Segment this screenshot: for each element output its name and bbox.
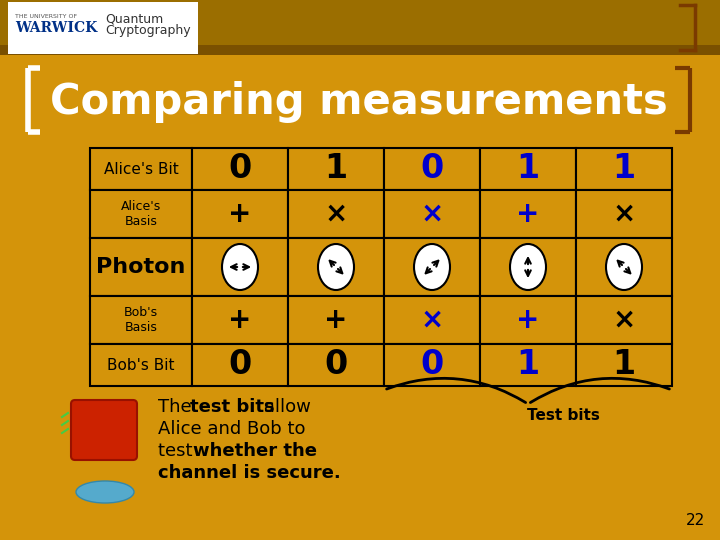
Text: test bits: test bits bbox=[190, 398, 274, 416]
FancyBboxPatch shape bbox=[576, 344, 672, 386]
FancyBboxPatch shape bbox=[0, 0, 720, 45]
FancyBboxPatch shape bbox=[8, 2, 198, 54]
Text: Alice and Bob to: Alice and Bob to bbox=[158, 420, 305, 438]
FancyBboxPatch shape bbox=[576, 296, 672, 344]
FancyBboxPatch shape bbox=[384, 238, 480, 296]
FancyBboxPatch shape bbox=[480, 296, 576, 344]
Text: ×: × bbox=[613, 306, 636, 334]
Text: 1: 1 bbox=[325, 152, 348, 186]
FancyBboxPatch shape bbox=[384, 296, 480, 344]
FancyBboxPatch shape bbox=[288, 148, 384, 190]
Text: Bob's Bit: Bob's Bit bbox=[107, 357, 175, 373]
FancyBboxPatch shape bbox=[480, 238, 576, 296]
FancyBboxPatch shape bbox=[192, 344, 288, 386]
Text: THE UNIVERSITY OF: THE UNIVERSITY OF bbox=[15, 14, 77, 19]
FancyBboxPatch shape bbox=[192, 190, 288, 238]
Text: Test bits: Test bits bbox=[526, 408, 600, 423]
Text: Comparing measurements: Comparing measurements bbox=[50, 81, 667, 123]
Text: +: + bbox=[228, 200, 252, 228]
Text: 0: 0 bbox=[228, 348, 251, 381]
FancyBboxPatch shape bbox=[384, 148, 480, 190]
Ellipse shape bbox=[510, 244, 546, 290]
Text: test: test bbox=[158, 442, 198, 460]
Text: Cryptography: Cryptography bbox=[105, 24, 191, 37]
FancyBboxPatch shape bbox=[90, 190, 192, 238]
FancyBboxPatch shape bbox=[192, 238, 288, 296]
FancyBboxPatch shape bbox=[90, 344, 192, 386]
Text: +: + bbox=[516, 200, 540, 228]
FancyBboxPatch shape bbox=[192, 296, 288, 344]
FancyBboxPatch shape bbox=[288, 296, 384, 344]
Text: 0: 0 bbox=[420, 152, 444, 186]
FancyBboxPatch shape bbox=[288, 190, 384, 238]
Text: 1: 1 bbox=[613, 348, 636, 381]
Text: ×: × bbox=[613, 200, 636, 228]
FancyBboxPatch shape bbox=[288, 238, 384, 296]
FancyBboxPatch shape bbox=[192, 148, 288, 190]
FancyBboxPatch shape bbox=[384, 190, 480, 238]
Text: 0: 0 bbox=[325, 348, 348, 381]
Text: Photon: Photon bbox=[96, 257, 186, 277]
Text: 1: 1 bbox=[613, 152, 636, 186]
Text: Bob's
Basis: Bob's Basis bbox=[124, 306, 158, 334]
FancyBboxPatch shape bbox=[90, 296, 192, 344]
Text: channel is secure.: channel is secure. bbox=[158, 464, 341, 482]
Ellipse shape bbox=[76, 481, 134, 503]
Text: 22: 22 bbox=[685, 513, 705, 528]
FancyBboxPatch shape bbox=[384, 344, 480, 386]
Text: Alice's
Basis: Alice's Basis bbox=[121, 200, 161, 228]
Text: The: The bbox=[158, 398, 197, 416]
Text: 0: 0 bbox=[228, 152, 251, 186]
Text: +: + bbox=[228, 306, 252, 334]
FancyBboxPatch shape bbox=[90, 238, 192, 296]
FancyBboxPatch shape bbox=[480, 344, 576, 386]
FancyBboxPatch shape bbox=[288, 344, 384, 386]
FancyBboxPatch shape bbox=[480, 148, 576, 190]
Text: Alice's Bit: Alice's Bit bbox=[104, 161, 179, 177]
FancyBboxPatch shape bbox=[576, 238, 672, 296]
FancyBboxPatch shape bbox=[576, 190, 672, 238]
Text: allow: allow bbox=[258, 398, 311, 416]
FancyBboxPatch shape bbox=[90, 148, 192, 190]
FancyBboxPatch shape bbox=[576, 148, 672, 190]
Ellipse shape bbox=[222, 244, 258, 290]
Text: +: + bbox=[516, 306, 540, 334]
Text: 0: 0 bbox=[420, 348, 444, 381]
FancyBboxPatch shape bbox=[71, 400, 137, 460]
Text: Quantum: Quantum bbox=[105, 12, 163, 25]
Text: 1: 1 bbox=[516, 348, 539, 381]
Ellipse shape bbox=[318, 244, 354, 290]
Text: whether the: whether the bbox=[193, 442, 317, 460]
Text: 1: 1 bbox=[516, 152, 539, 186]
FancyBboxPatch shape bbox=[480, 190, 576, 238]
Text: ×: × bbox=[420, 306, 444, 334]
Text: WARWICK: WARWICK bbox=[15, 21, 97, 35]
FancyBboxPatch shape bbox=[0, 45, 720, 55]
Ellipse shape bbox=[414, 244, 450, 290]
Text: ×: × bbox=[325, 200, 348, 228]
Text: ×: × bbox=[420, 200, 444, 228]
Ellipse shape bbox=[606, 244, 642, 290]
Text: +: + bbox=[324, 306, 348, 334]
